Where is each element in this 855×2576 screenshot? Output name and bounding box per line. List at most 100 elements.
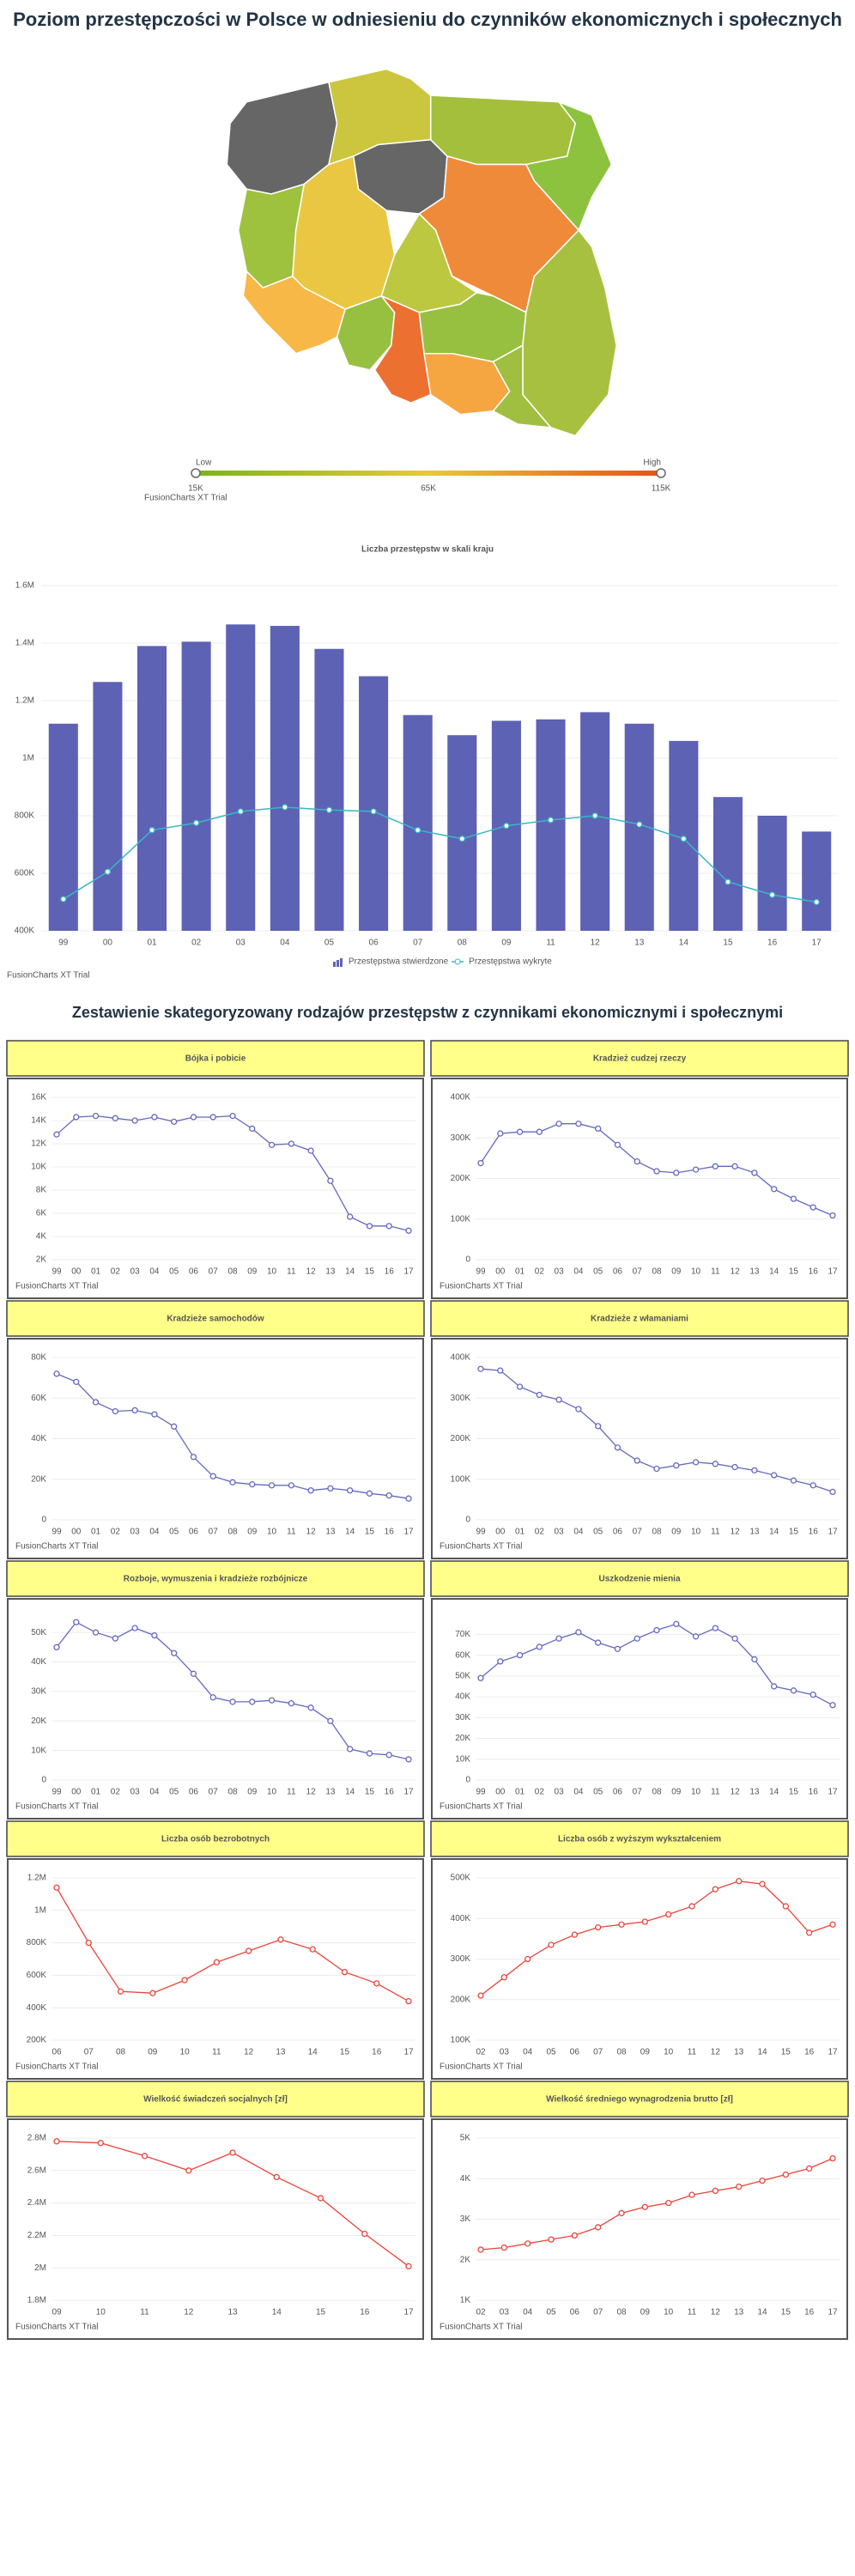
point-marker [366, 1223, 373, 1230]
point-marker [712, 1461, 719, 1467]
bar [580, 712, 610, 931]
point-marker [92, 1399, 100, 1406]
chart-title: Liczba przestępstw w skali kraju [361, 545, 494, 555]
x-tick-label: 00 [71, 1528, 82, 1537]
point-marker [171, 1118, 178, 1125]
y-tick-label: 2K [460, 2255, 471, 2264]
y-tick-label: 2M [34, 2263, 46, 2273]
point-marker [249, 1481, 256, 1488]
point-marker [641, 1918, 648, 1925]
x-tick-label: 10 [96, 2308, 106, 2318]
point-marker [653, 1626, 660, 1634]
legend-icon [454, 958, 461, 965]
y-tick-label: 70K [455, 1630, 470, 1639]
point-marker [692, 1633, 700, 1640]
y-tick-label: 400K [15, 927, 35, 936]
x-tick-label: 10 [691, 1528, 701, 1537]
color-scale-bar [196, 471, 661, 476]
y-tick-label: 800K [15, 811, 35, 821]
point-marker [53, 1131, 60, 1138]
point-marker [229, 2149, 236, 2156]
x-tick-label: 04 [573, 1528, 584, 1537]
point-marker [249, 1698, 256, 1705]
point-marker [555, 1635, 562, 1642]
x-tick-label: 10 [267, 1528, 277, 1537]
point-marker [327, 1717, 334, 1724]
x-tick-label: 12 [711, 2308, 721, 2318]
point-marker [829, 1212, 836, 1219]
point-marker [829, 1702, 836, 1709]
x-tick-label: 15 [789, 1788, 799, 1797]
panel-box [7, 2118, 424, 2340]
x-tick-label: 05 [546, 2048, 556, 2057]
point-marker [790, 1195, 797, 1202]
panel-header [430, 1300, 849, 1337]
point-marker [555, 1396, 562, 1403]
x-tick-label: 01 [515, 1267, 525, 1277]
bar [226, 624, 256, 931]
x-tick-label: 00 [71, 1788, 82, 1797]
x-tick-label: 06 [613, 1528, 623, 1537]
x-tick-label: 03 [130, 1267, 141, 1277]
panel-box [431, 1858, 848, 2080]
scale-tick-label: 115K [652, 484, 671, 494]
panel-title: Liczba osób bezrobotnych [161, 1835, 270, 1844]
point-marker [373, 1980, 380, 1987]
point-marker [595, 2224, 602, 2231]
point-marker [712, 1163, 719, 1170]
panel-title: Bójka i pobicie [185, 1054, 246, 1064]
point-marker [131, 1406, 138, 1414]
point-marker [516, 1651, 524, 1659]
point-marker [725, 878, 731, 885]
x-tick-label: 12 [244, 2048, 254, 2057]
point-marker [415, 827, 421, 834]
panel-header [430, 1820, 849, 1857]
x-tick-label: 01 [515, 1528, 525, 1537]
panel-title: Wielkość średniego wynagrodzenia brutto … [546, 2095, 733, 2105]
y-tick-label: 1M [22, 754, 34, 763]
point-marker [92, 1629, 100, 1636]
point-marker [751, 1170, 758, 1176]
y-tick-label: 3K [460, 2215, 471, 2224]
y-tick-label: 14K [31, 1116, 46, 1126]
panel-title: Rozboje, wymuszenia i kradzieże rozbójni… [124, 1575, 308, 1584]
point-marker [141, 2153, 149, 2160]
map-region [492, 343, 553, 428]
panel-box [7, 1858, 424, 2080]
point-marker [151, 1114, 158, 1121]
point-marker [53, 1643, 60, 1651]
x-tick-label: 09 [52, 2308, 62, 2318]
bar [136, 646, 167, 931]
panel-title: Kradzieże z włamaniami [591, 1315, 688, 1324]
x-tick-label: 12 [711, 2048, 721, 2057]
panel-box [7, 1598, 424, 1820]
x-tick-label: 04 [523, 2308, 533, 2318]
x-tick-label: 03 [555, 1267, 565, 1277]
point-marker [151, 1411, 158, 1418]
x-tick-label: 05 [169, 1528, 179, 1537]
y-tick-label: 1.4M [15, 639, 34, 648]
x-tick-label: 10 [664, 2048, 674, 2057]
x-tick-label: 99 [476, 1267, 486, 1277]
scale-tick-label: 15K [188, 484, 203, 494]
point-marker [806, 2165, 813, 2172]
y-tick-label: 2.8M [27, 2134, 46, 2143]
x-tick-label: 03 [236, 939, 246, 948]
point-marker [634, 1635, 640, 1642]
point-marker [190, 1454, 197, 1461]
point-marker [731, 1163, 738, 1170]
x-tick-label: 15 [781, 2308, 791, 2318]
point-marker [288, 1482, 294, 1489]
point-marker [653, 1168, 660, 1175]
x-tick-label: 09 [640, 2048, 651, 2057]
watermark: FusionCharts XT Trial [440, 2323, 523, 2332]
panel-header [430, 1560, 849, 1597]
x-tick-label: 07 [209, 1267, 219, 1277]
panel-header [6, 1300, 425, 1337]
x-tick-label: 00 [495, 1788, 506, 1797]
x-tick-label: 09 [640, 2308, 651, 2318]
point-marker [249, 1125, 256, 1133]
panel-header [6, 2081, 425, 2117]
point-marker [782, 1903, 789, 1910]
bar [536, 719, 566, 931]
